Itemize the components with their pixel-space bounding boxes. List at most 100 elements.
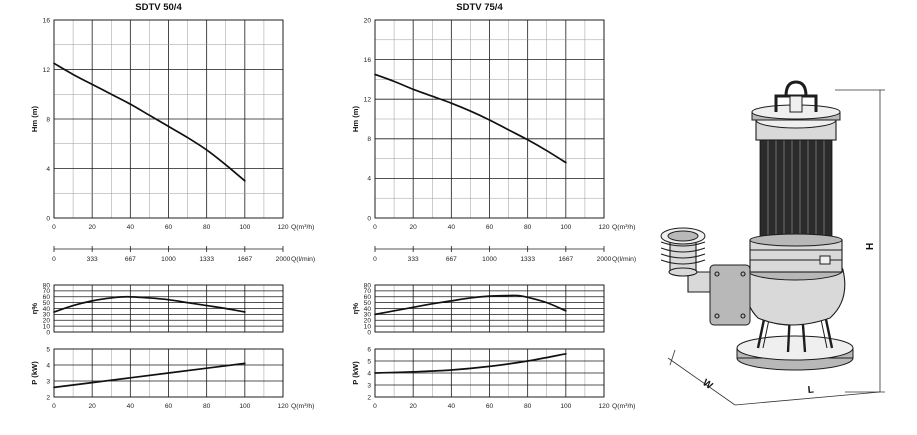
y-axis-label: η% [351,303,360,315]
secondary-axis-label: 667 [125,256,136,263]
x-tick-label: 60 [165,224,173,231]
width-dimension: W [667,349,736,406]
x-axis-label: Q(m³/h) [291,403,314,410]
secondary-axis-unit: Q(l/min) [291,256,315,263]
y-axis-label: P (kW) [351,361,360,385]
dim-w-label: W [700,377,715,392]
y-tick-label: 60 [43,294,51,301]
y-tick-label: 4 [46,166,50,173]
y-tick-label: 6 [367,346,371,353]
y-tick-label: 50 [364,300,372,307]
y-tick-label: 4 [46,362,50,369]
y-tick-label: 5 [46,346,50,353]
y-tick-label: 10 [364,323,372,330]
secondary-axis-label: 1333 [199,256,214,263]
secondary-axis-label: 2000 [276,256,291,263]
discharge-pipe [660,227,751,326]
x-tick-label: 20 [88,224,96,231]
y-tick-label: 40 [43,306,51,313]
series-line [53,362,246,389]
y-tick-label: 10 [43,323,51,330]
length-dimension: L [734,384,881,406]
x-tick-label: 60 [486,224,494,231]
y-tick-label: 0 [46,329,50,336]
x-tick-label: 100 [239,403,250,410]
x-tick-label: 40 [127,403,135,410]
secondary-axis-label: 1667 [237,256,252,263]
y-tick-label: 0 [367,215,371,222]
y-tick-label: 60 [364,294,372,301]
y-tick-label: 20 [364,17,372,24]
series-line [374,294,567,316]
y-tick-label: 20 [43,318,51,325]
secondary-axis-label: 1000 [482,256,497,263]
y-axis-label: Hm (m) [30,105,39,132]
secondary-axis-label: 1667 [558,256,573,263]
secondary-axis-label: 333 [87,256,98,263]
y-tick-label: 20 [364,318,372,325]
x-axis-label: Q(m³/h) [612,403,635,410]
x-tick-label: 120 [598,403,609,410]
y-tick-label: 16 [43,17,51,24]
sdtv75-power-chart: 2 3 4 5 6 P (kW) 0 20 40 60 80 100 120 Q(m³/h) [351,346,635,410]
y-tick-label: 8 [46,116,50,123]
secondary-axis-label: 0 [52,256,56,263]
x-tick-label: 0 [52,224,56,231]
dim-l-label: L [807,384,814,395]
y-tick-label: 12 [43,67,51,74]
y-tick-label: 80 [364,282,372,289]
x-tick-label: 120 [277,403,288,410]
y-tick-label: 3 [367,382,371,389]
chart-title: SDTV 50/4 [135,2,182,13]
y-tick-label: 40 [364,306,372,313]
y-tick-label: 0 [367,329,371,336]
plot-frame [374,284,605,333]
x-tick-label: 40 [448,403,456,410]
y-tick-label: 5 [367,358,371,365]
y-tick-label: 2 [46,394,50,401]
chart-title: SDTV 75/4 [456,2,503,13]
secondary-axis-unit: Q(l/min) [612,256,636,263]
pump-illustration: H W L [660,80,885,406]
x-tick-label: 60 [165,403,173,410]
x-tick-label: 100 [560,224,571,231]
x-tick-label: 120 [277,224,288,231]
sdtv50-hm-chart: 0 4 8 12 16 Hm (m) 0 20 40 60 80 100 120 Q(m³/h) 0 333 6… [30,2,315,263]
plot-frame [53,348,284,398]
y-tick-label: 50 [43,300,51,307]
series-line [53,295,246,313]
plot-frame [53,19,284,219]
x-tick-label: 0 [373,224,377,231]
y-tick-label: 70 [364,288,372,295]
x-tick-label: 20 [409,403,417,410]
x-tick-label: 60 [486,403,494,410]
y-tick-label: 4 [367,176,371,183]
pump-base [736,309,854,371]
y-tick-label: 4 [367,370,371,377]
x-tick-label: 0 [52,403,56,410]
y-tick-label: 70 [43,288,51,295]
x-tick-label: 80 [524,224,532,231]
y-tick-label: 0 [46,215,50,222]
y-tick-label: 80 [43,282,51,289]
x-tick-label: 80 [203,403,211,410]
secondary-axis-label: 0 [373,256,377,263]
secondary-axis-label: 333 [408,256,419,263]
x-tick-label: 20 [88,403,96,410]
x-tick-label: 80 [203,224,211,231]
y-axis-label: η% [30,303,39,315]
y-tick-label: 30 [364,312,372,319]
plot-frame [53,284,284,333]
x-tick-label: 20 [409,224,417,231]
lifting-handle [774,80,818,113]
y-tick-label: 2 [367,394,371,401]
plot-frame [374,19,605,219]
series-line [53,62,246,182]
secondary-axis-label: 667 [446,256,457,263]
y-axis-label: P (kW) [30,361,39,385]
y-axis-label: Hm (m) [351,105,360,132]
y-tick-label: 16 [364,57,372,64]
pump-motor [749,104,843,273]
sdtv75-hm-chart: 0 4 8 12 16 20 Hm (m) 0 20 40 60 80 100 120 Q(m³/h) 0 33… [351,2,636,263]
